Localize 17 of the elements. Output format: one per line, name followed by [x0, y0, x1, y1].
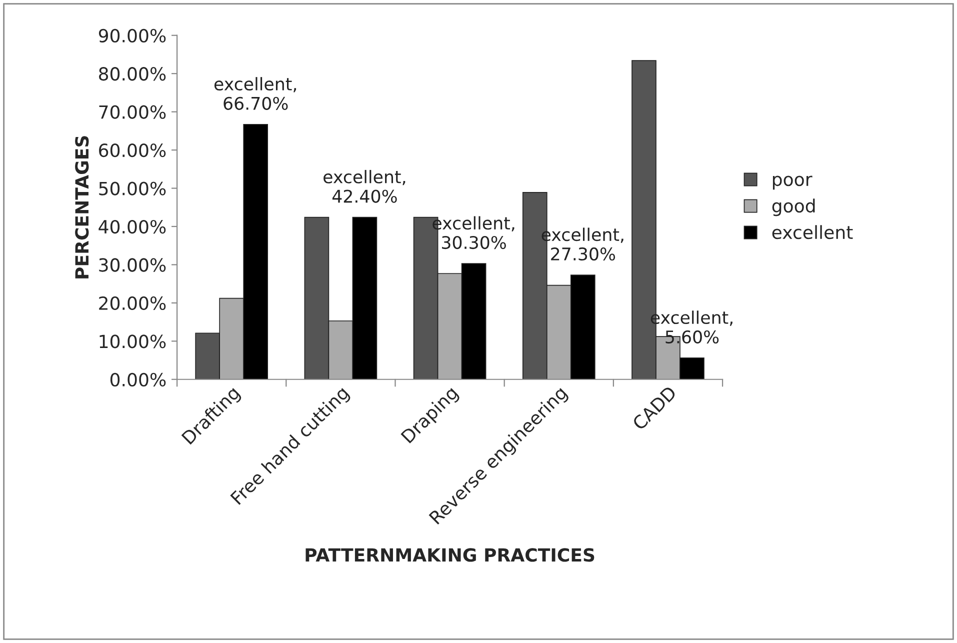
y-tick-label: 10.00% [100, 334, 166, 348]
y-tick-label: 0.00% [110, 372, 166, 386]
x-axis-title: PATTERNMAKING PRACTICES [306, 548, 594, 562]
data-label: excellent, 66.70% [214, 77, 296, 110]
y-tick-label: 60.00% [99, 143, 166, 158]
y-tick-label: 50.00% [99, 182, 166, 196]
data-label: excellent, 42.40% [324, 170, 406, 203]
y-tick-label: 30.00% [99, 258, 166, 272]
y-tick-label: 80.00% [99, 67, 166, 81]
y-tick-label: 70.00% [99, 105, 166, 119]
y-axis-title: PERCENTAGES [75, 136, 89, 278]
y-tick-label: 90.00% [98, 28, 166, 42]
legend-label: poor [772, 176, 812, 190]
y-tick-label: 20.00% [99, 296, 166, 310]
y-tick-label: 40.00% [98, 220, 166, 234]
legend-label: good [772, 198, 815, 216]
legend-label: excellent [772, 225, 853, 240]
